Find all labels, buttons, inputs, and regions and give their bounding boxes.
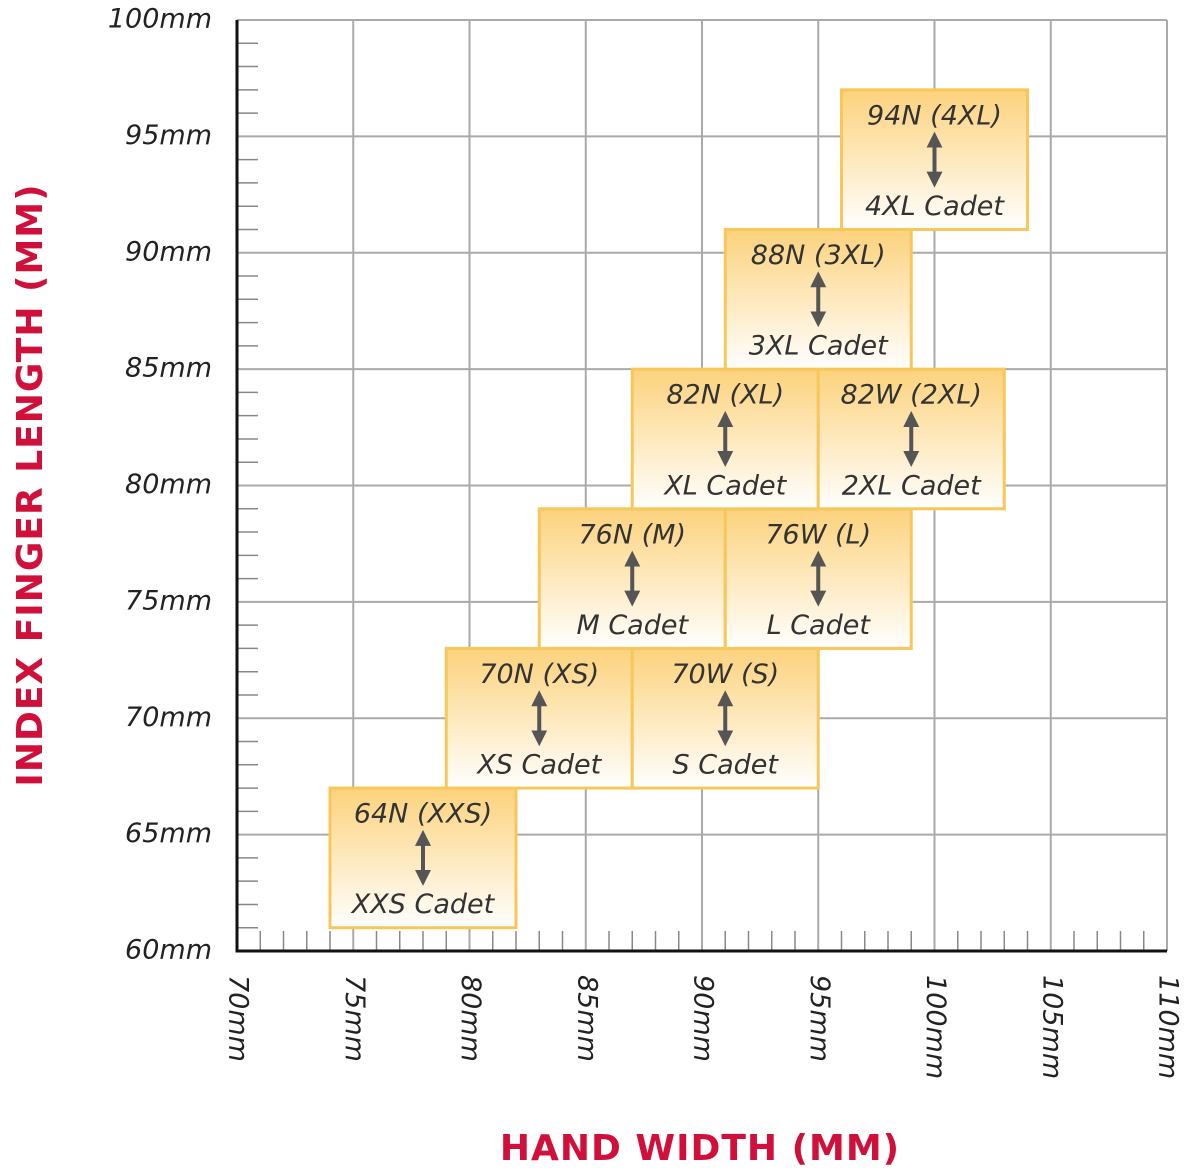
x-tick-label: 110mm [1153, 975, 1184, 1079]
y-tick-label: 90mm [125, 236, 212, 267]
box-label: 76N (M) [579, 519, 687, 550]
box-label: 82N (XL) [666, 380, 784, 411]
y-tick-label: 75mm [125, 585, 212, 616]
box-label: 88N (3XL) [751, 240, 886, 271]
x-tick-label: 100mm [920, 975, 951, 1079]
x-tick-label: 75mm [339, 975, 370, 1062]
y-tick-label: 65mm [125, 818, 212, 849]
box-sublabel: S Cadet [673, 750, 780, 781]
x-tick-label: 70mm [223, 975, 254, 1062]
box-sublabel: L Cadet [767, 610, 872, 641]
x-tick-label: 95mm [804, 975, 835, 1062]
box-sublabel: XL Cadet [662, 470, 787, 501]
y-tick-label: 95mm [125, 120, 212, 151]
box-label: 70W (S) [671, 659, 779, 690]
box-label: 94N (4XL) [867, 100, 1002, 131]
x-tick-label: 85mm [571, 975, 602, 1062]
box-sublabel: XS Cadet [475, 750, 602, 781]
box-sublabel: 4XL Cadet [865, 191, 1005, 222]
size-box [328, 786, 518, 930]
box-label: 82W (2XL) [841, 380, 982, 411]
x-tick-label: 105mm [1036, 975, 1067, 1079]
box-label: 76W (L) [765, 519, 871, 550]
box-sublabel: 2XL Cadet [842, 470, 982, 501]
x-tick-label: 80mm [455, 975, 486, 1062]
x-tick-label: 90mm [688, 975, 719, 1062]
box-sublabel: M Cadet [576, 610, 689, 641]
y-tick-label: 60mm [125, 935, 212, 966]
y-tick-label: 100mm [108, 4, 212, 35]
box-label: 64N (XXS) [354, 799, 492, 830]
y-tick-label: 80mm [125, 469, 212, 500]
y-axis-title: INDEX FINGER LENGTH (MM) [10, 183, 51, 786]
box-sublabel: 3XL Cadet [749, 331, 889, 362]
box-sublabel: XXS Cadet [350, 889, 496, 920]
box-label: 70N (XS) [479, 659, 599, 690]
x-axis-title: HAND WIDTH (MM) [500, 1128, 900, 1169]
y-tick-label: 70mm [125, 702, 212, 733]
y-tick-label: 85mm [125, 353, 212, 384]
